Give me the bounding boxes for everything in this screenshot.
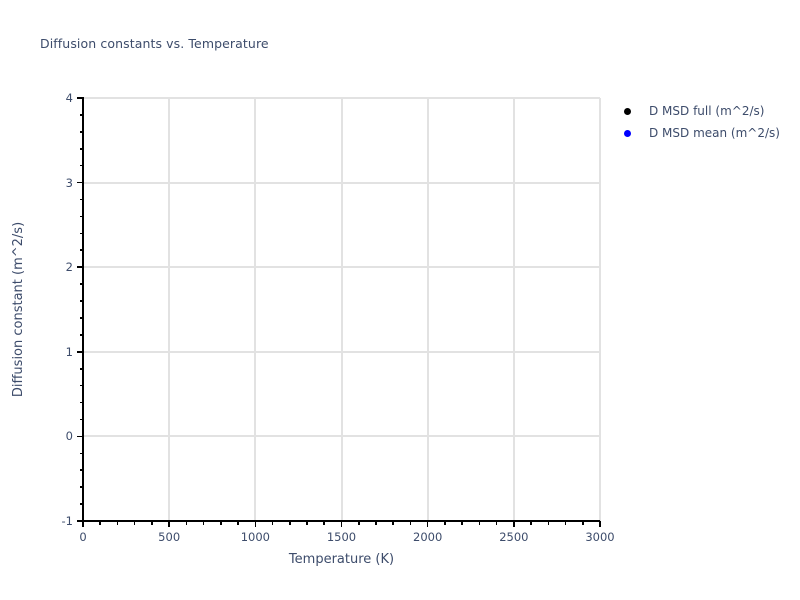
x-tick-minor [547,521,550,525]
y-tick-minor [79,317,83,319]
chart-legend: D MSD full (m^2/s) D MSD mean (m^2/s) [620,100,795,144]
chart-title: Diffusion constants vs. Temperature [40,36,269,51]
x-tick-minor [495,521,498,525]
y-tick-minor [79,114,83,116]
y-tick-minor [79,147,83,150]
y-tick-major [77,435,83,438]
x-tick-label: 2500 [499,530,529,544]
y-tick-major [77,351,83,353]
gridline-vertical [512,98,515,521]
legend-marker-dot-icon [624,129,631,137]
x-tick-minor [478,521,481,525]
y-tick-minor [79,452,83,455]
legend-item[interactable]: D MSD full (m^2/s) [620,100,795,122]
legend-label: D MSD mean (m^2/s) [649,126,780,140]
x-tick-minor [392,521,394,525]
gridline-vertical [599,98,601,521]
y-tick-minor [79,367,83,370]
y-tick-minor [79,249,83,252]
x-tick-minor [151,521,153,525]
x-tick-minor [530,521,532,525]
y-tick-minor [79,418,83,421]
legend-marker-dot-icon [624,107,631,115]
x-tick-label: 500 [158,530,181,544]
x-tick-minor [289,521,291,525]
y-tick-major [77,181,83,184]
x-tick-minor [306,521,308,525]
x-tick-major [254,521,257,527]
plot-area: -1 0 1 2 3 4 0 500 1000 1500 2000 2500 3000 [62,91,615,544]
y-tick-label: 0 [65,429,73,444]
y-tick-major [77,520,83,522]
gridline-vertical [426,98,429,521]
y-tick-label: -1 [61,514,73,528]
y-tick-minor [79,486,83,488]
x-tick-minor [461,521,463,525]
x-tick-label: 1500 [326,530,357,544]
gridline-vertical [254,98,257,521]
x-tick-label: 0 [79,530,87,544]
y-tick-major [77,266,83,268]
x-axis-spine [82,520,600,522]
x-tick-major [82,521,84,527]
x-tick-minor [185,521,188,525]
x-tick-major [513,521,515,527]
y-tick-minor [79,198,83,201]
gridline-vertical [340,98,343,521]
x-tick-minor [220,521,222,525]
x-tick-label: 3000 [585,530,615,544]
x-axis-label: Temperature (K) [288,552,395,567]
x-tick-label: 1000 [240,530,270,544]
y-tick-minor [79,131,83,133]
x-tick-minor [116,521,119,525]
y-tick-label: 1 [65,344,73,359]
legend-item[interactable]: D MSD mean (m^2/s) [620,122,795,144]
x-tick-major [599,521,601,527]
y-axis-spine [82,97,84,521]
y-axis-label-text: Diffusion constant (m^2/s) [11,221,27,398]
gridline-vertical [168,98,171,521]
y-tick-major [77,97,83,99]
x-tick-major [168,521,170,527]
x-tick-minor [271,521,274,525]
y-tick-minor [79,401,83,404]
x-tick-major [426,521,429,527]
x-tick-minor [375,521,377,525]
x-tick-minor [99,521,102,525]
x-tick-minor [409,521,412,525]
x-tick-minor [323,521,326,525]
legend-label: D MSD full (m^2/s) [649,104,765,118]
x-tick-minor [357,521,360,525]
y-tick-minor [79,215,83,218]
x-tick-minor [237,521,239,525]
y-tick-minor [79,503,83,505]
x-tick-minor [202,521,205,525]
x-tick-minor [581,521,584,525]
y-tick-label: 3 [65,175,73,190]
y-tick-minor [79,283,83,285]
y-tick-minor [79,232,83,235]
x-tick-minor [564,521,567,525]
y-tick-minor [79,334,83,336]
x-tick-minor [133,521,136,525]
y-tick-minor [79,300,83,302]
y-tick-minor [79,384,83,387]
x-tick-major [340,521,343,527]
y-tick-minor [79,164,83,167]
x-tick-label: 2000 [413,530,443,544]
x-tick-minor [444,521,446,525]
y-tick-minor [79,469,83,472]
y-tick-label: 4 [65,91,73,105]
y-tick-label: 2 [65,260,73,275]
y-axis-label: Diffusion constant (m^2/s) [8,98,30,521]
